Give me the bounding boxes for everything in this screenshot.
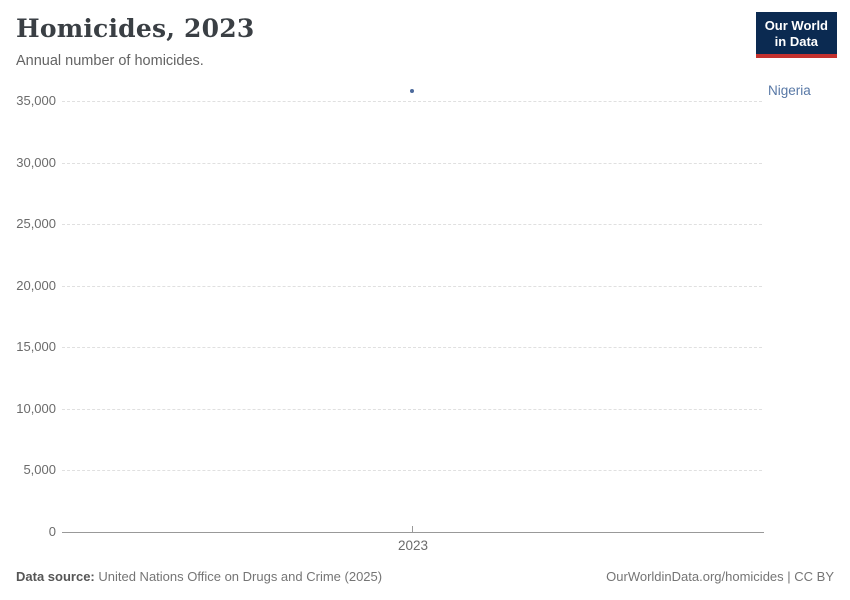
y-tick-label: 35,000 — [16, 93, 56, 108]
gridline — [62, 162, 762, 164]
y-tick-label: 20,000 — [16, 277, 56, 293]
x-tick-mark — [412, 526, 413, 532]
y-tick-label: 25,000 — [16, 216, 56, 232]
data-source-label: Data source: — [16, 569, 95, 584]
gridline — [62, 101, 762, 102]
gridline — [62, 347, 762, 349]
chart-subtitle: Annual number of homicides. — [16, 53, 204, 69]
owid-logo-line2: in Data — [774, 33, 819, 49]
data-source-note: Data source: United Nations Office on Dr… — [16, 569, 382, 584]
data-point-nigeria[interactable] — [410, 89, 414, 94]
owid-logo-line1: Our World — [764, 18, 828, 33]
owid-logo: Our World in Data — [755, 12, 837, 59]
y-tick-label: 10,000 — [16, 400, 56, 416]
y-tick-label: 0 — [48, 524, 56, 539]
y-tick-label: 5,000 — [23, 462, 56, 478]
x-tick-label: 2023 — [397, 538, 429, 553]
attribution-note: OurWorldinData.org/homicides | CC BY — [606, 569, 834, 584]
data-source-text: United Nations Office on Drugs and Crime… — [94, 569, 383, 584]
gridline — [62, 285, 762, 287]
gridline — [62, 224, 762, 226]
y-tick-label: 30,000 — [16, 154, 56, 170]
gridline — [62, 470, 762, 472]
x-axis-line — [62, 532, 764, 533]
gridline — [62, 408, 762, 410]
entity-label-nigeria[interactable]: Nigeria — [768, 83, 811, 99]
chart-title: Homicides, 2023 — [16, 14, 255, 43]
y-tick-label: 15,000 — [16, 339, 56, 355]
